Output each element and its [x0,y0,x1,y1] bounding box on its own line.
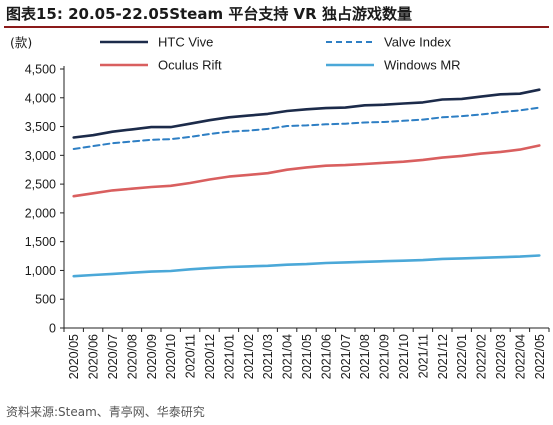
y-tick-label: 1,500 [25,235,56,249]
x-tick-label: 2020/09 [145,334,159,379]
y-tick-label: 0 [49,322,56,336]
x-tick-label: 2021/12 [436,334,450,379]
y-tick-label: 3,500 [25,120,56,134]
legend-label-valve-index: Valve Index [384,35,451,50]
x-tick-label: 2021/01 [222,334,236,379]
x-tick-label: 2020/05 [67,334,81,379]
series-line-valve-index [72,106,541,150]
x-tick-label: 2022/04 [513,334,527,379]
x-tick-label: 2020/06 [87,334,101,379]
x-tick-label: 2021/11 [416,334,430,378]
figure-title: 图表15: 20.05-22.05Steam 平台支持 VR 独占游戏数量 [6,5,412,23]
y-tick-label: 4,500 [25,63,56,77]
x-tick-label: 2021/03 [261,334,275,379]
x-tick-label: 2021/04 [281,334,295,379]
x-tick-label: 2020/08 [125,334,139,379]
x-tick-label: 2021/10 [397,334,411,379]
x-tick-label: 2021/09 [378,334,392,379]
legend-label-htc-vive: HTC Vive [158,35,213,50]
x-tick-label: 2021/08 [358,334,372,379]
source-note: 资料来源:Steam、青亭网、华泰研究 [6,405,205,419]
series-line-htc-vive [72,88,541,139]
x-tick-label: 2021/02 [242,334,256,379]
y-tick-label: 1,000 [25,264,56,278]
x-tick-label: 2022/05 [533,334,547,379]
y-unit-label: (款) [10,35,32,50]
legend-label-windows-mr: Windows MR [384,58,461,73]
x-tick-label: 2021/07 [339,334,353,379]
y-tick-label: 2,500 [25,178,56,192]
x-tick-label: 2021/05 [300,334,314,379]
x-tick-label: 2020/11 [184,334,198,378]
x-tick-label: 2022/01 [455,334,469,379]
x-tick-label: 2020/10 [164,334,178,379]
legend-label-oculus-rift: Oculus Rift [158,58,222,73]
x-tick-label: 2022/02 [475,334,489,379]
x-tick-label: 2020/12 [203,334,217,379]
series-line-windows-mr [72,254,541,278]
y-tick-label: 4,000 [25,91,56,105]
x-tick-label: 2021/06 [319,334,333,379]
figure-title-bar: 图表15: 20.05-22.05Steam 平台支持 VR 独占游戏数量 [0,0,553,28]
y-tick-label: 500 [35,293,56,307]
y-tick-label: 2,000 [25,206,56,220]
y-tick-label: 3,000 [25,149,56,163]
series-line-oculus-rift [72,144,541,198]
x-tick-label: 2020/07 [106,334,120,379]
title-rule [4,26,549,28]
x-tick-label: 2022/03 [494,334,508,379]
